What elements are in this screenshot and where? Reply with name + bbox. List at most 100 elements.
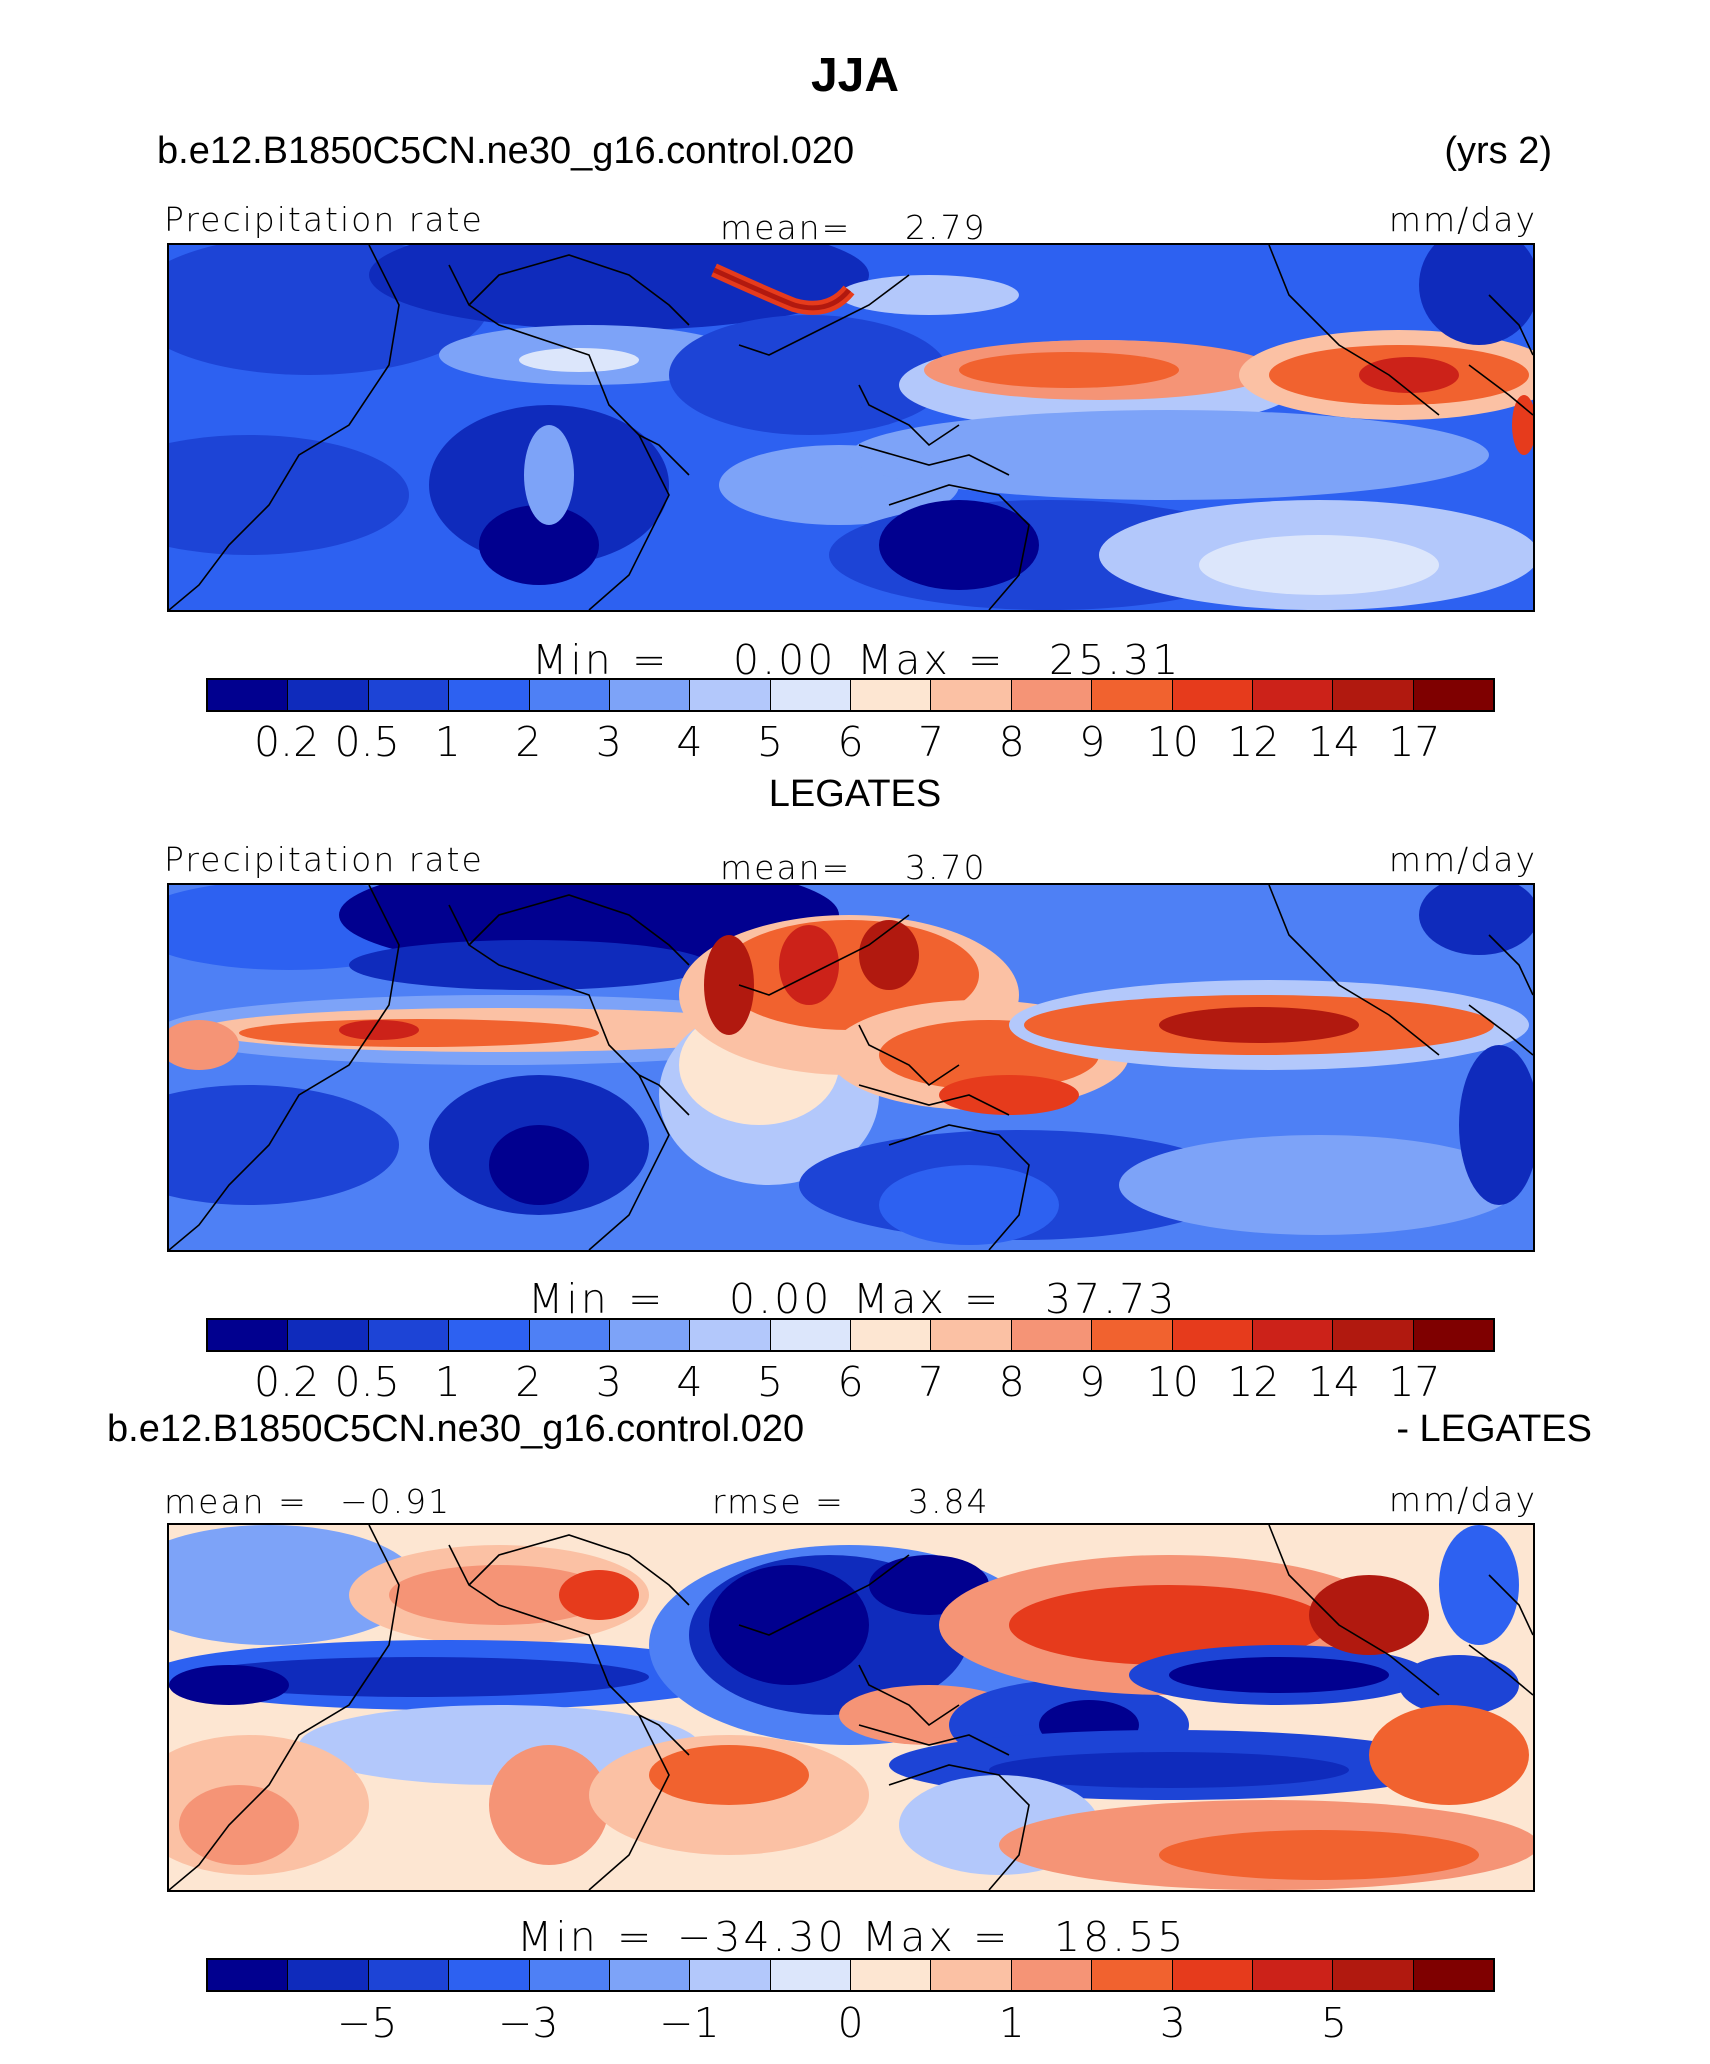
colorbar-tick-label: 2 (515, 1358, 542, 1406)
panel1-min-eq: = (632, 636, 670, 684)
colorbar-box (1252, 1320, 1334, 1350)
colorbar-tick-label: −1 (659, 1999, 720, 2047)
panel2-colorbar-ticks: 0.2 0.5 1 2 3 4 5 6 7 8 9 10 12 14 17 (206, 1352, 1495, 1406)
colorbar-box (1333, 1960, 1414, 1990)
colorbar-box (1092, 1960, 1173, 1990)
colorbar-box (529, 1960, 610, 1990)
panel3-min-value: −34.30 (677, 1913, 847, 1961)
colorbar-tick-label: 0.2 (253, 1358, 320, 1406)
colorbar-box (449, 680, 530, 710)
panel2-max-eq: = (964, 1275, 1002, 1323)
panel1-max-eq: = (968, 636, 1006, 684)
colorbar-box (368, 1320, 450, 1350)
colorbar-box (1092, 680, 1173, 710)
panel3-max-label: Max (862, 1913, 956, 1961)
colorbar-tick-label: −5 (336, 1999, 398, 2047)
panel2-colorbar (206, 1318, 1495, 1352)
colorbar-tick-label: 4 (676, 718, 703, 766)
colorbar-box (770, 680, 851, 710)
colorbar-tick-label: 6 (837, 718, 864, 766)
panel1-colorbar (206, 678, 1495, 712)
panel1-left-label: Precipitation rate (164, 200, 484, 239)
colorbar-box (288, 680, 369, 710)
colorbar-box (1413, 1320, 1493, 1350)
colorbar-tick-label: 12 (1227, 1358, 1280, 1406)
colorbar-tick-label: 0.2 (253, 718, 320, 766)
colorbar-box (1172, 1320, 1253, 1350)
colorbar-box (449, 1320, 530, 1350)
colorbar-box (609, 1320, 691, 1350)
colorbar-box (851, 1960, 932, 1990)
colorbar-box (1172, 680, 1253, 710)
colorbar-box (770, 1320, 851, 1350)
colorbar-box (1252, 1960, 1334, 1990)
colorbar-box (690, 680, 771, 710)
panel3-min-eq: = (617, 1913, 655, 1961)
panel2-left-label: Precipitation rate (164, 840, 484, 879)
panel2-map (167, 883, 1535, 1252)
panel2-mean-label: mean= (720, 848, 852, 887)
colorbar-tick-label: 5 (1320, 1999, 1347, 2047)
colorbar-box (208, 1320, 289, 1350)
panel1-min-value: 0.00 (733, 636, 837, 684)
colorbar-tick-label: 5 (756, 718, 783, 766)
colorbar-tick-label: 4 (676, 1358, 703, 1406)
colorbar-box (1011, 1320, 1093, 1350)
colorbar-tick-label: 5 (756, 1358, 783, 1406)
colorbar-box (208, 680, 289, 710)
colorbar-box (690, 1960, 771, 1990)
colorbar-tick-label: 8 (998, 1358, 1025, 1406)
panel1-min-label: Min (532, 636, 614, 684)
colorbar-box (449, 1960, 530, 1990)
panel3-title-right: - LEGATES (1396, 1408, 1592, 1450)
panel3-mean-label: mean = (164, 1482, 308, 1521)
colorbar-tick-label: 3 (595, 718, 622, 766)
panel1-mean-value: 2.79 (905, 208, 987, 247)
panel3-rmse-value: 3.84 (908, 1482, 990, 1521)
panel2-mean-value: 3.70 (905, 848, 987, 887)
colorbar-box (288, 1960, 369, 1990)
colorbar-box (931, 1320, 1012, 1350)
colorbar-box (690, 1320, 771, 1350)
panel3-map (167, 1523, 1535, 1892)
panel3-colorbar (206, 1958, 1495, 1992)
colorbar-box (851, 680, 932, 710)
panel2-max-label: Max (853, 1275, 947, 1323)
colorbar-tick-label: 17 (1388, 1358, 1441, 1406)
panel3-rmse-label: rmse = (712, 1482, 845, 1521)
panel2-max-value: 37.73 (1045, 1275, 1178, 1323)
panel3-min-label: Min (517, 1913, 599, 1961)
colorbar-box (1333, 1320, 1414, 1350)
colorbar-tick-label: 10 (1146, 718, 1199, 766)
colorbar-tick-label: 14 (1307, 718, 1360, 766)
colorbar-box (208, 1960, 289, 1990)
colorbar-box (851, 1320, 932, 1350)
panel2-units: mm/day (1388, 840, 1537, 879)
colorbar-tick-label: 9 (1079, 718, 1106, 766)
panel1-mean-label: mean= (720, 208, 852, 247)
panel1-colorbar-ticks: 0.2 0.5 1 2 3 4 5 6 7 8 9 10 12 14 17 (206, 712, 1495, 766)
panel1-max-value: 25.31 (1049, 636, 1182, 684)
colorbar-box (1333, 680, 1414, 710)
colorbar-tick-label: 3 (1159, 1999, 1186, 2047)
panel2-title: LEGATES (768, 773, 942, 815)
case-name: b.e12.B1850C5CN.ne30_g16.control.020 (157, 130, 855, 172)
colorbar-tick-label: 12 (1227, 718, 1280, 766)
colorbar-tick-label: 9 (1079, 1358, 1106, 1406)
colorbar-box (368, 1960, 450, 1990)
years-label: (yrs 2) (1444, 130, 1552, 172)
colorbar-box (609, 680, 691, 710)
panel1-units: mm/day (1388, 200, 1537, 239)
colorbar-box (1413, 1960, 1493, 1990)
colorbar-tick-label: 7 (918, 1358, 945, 1406)
colorbar-tick-label: 1 (434, 1358, 461, 1406)
colorbar-box (1413, 680, 1493, 710)
colorbar-box (1011, 680, 1093, 710)
colorbar-box (770, 1960, 851, 1990)
figure-title: JJA (810, 49, 900, 102)
colorbar-box (931, 680, 1012, 710)
colorbar-tick-label: 14 (1307, 1358, 1360, 1406)
colorbar-box (931, 1960, 1012, 1990)
colorbar-tick-label: 3 (595, 1358, 622, 1406)
colorbar-box (1011, 1960, 1093, 1990)
